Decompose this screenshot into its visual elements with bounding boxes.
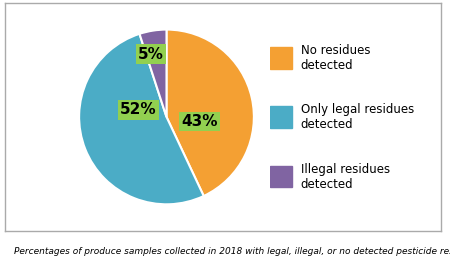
Text: Only legal residues
detected: Only legal residues detected — [301, 103, 414, 131]
Text: 43%: 43% — [181, 114, 218, 129]
FancyBboxPatch shape — [270, 106, 292, 128]
Text: 5%: 5% — [138, 47, 164, 61]
Text: No residues
detected: No residues detected — [301, 44, 370, 72]
Text: 52%: 52% — [120, 103, 157, 117]
FancyBboxPatch shape — [270, 47, 292, 69]
Text: Percentages of produce samples collected in 2018 with legal, illegal, or no dete: Percentages of produce samples collected… — [14, 247, 450, 256]
Wedge shape — [140, 30, 166, 117]
Text: Illegal residues
detected: Illegal residues detected — [301, 163, 390, 190]
Wedge shape — [79, 34, 204, 204]
Wedge shape — [166, 30, 254, 196]
FancyBboxPatch shape — [270, 166, 292, 187]
